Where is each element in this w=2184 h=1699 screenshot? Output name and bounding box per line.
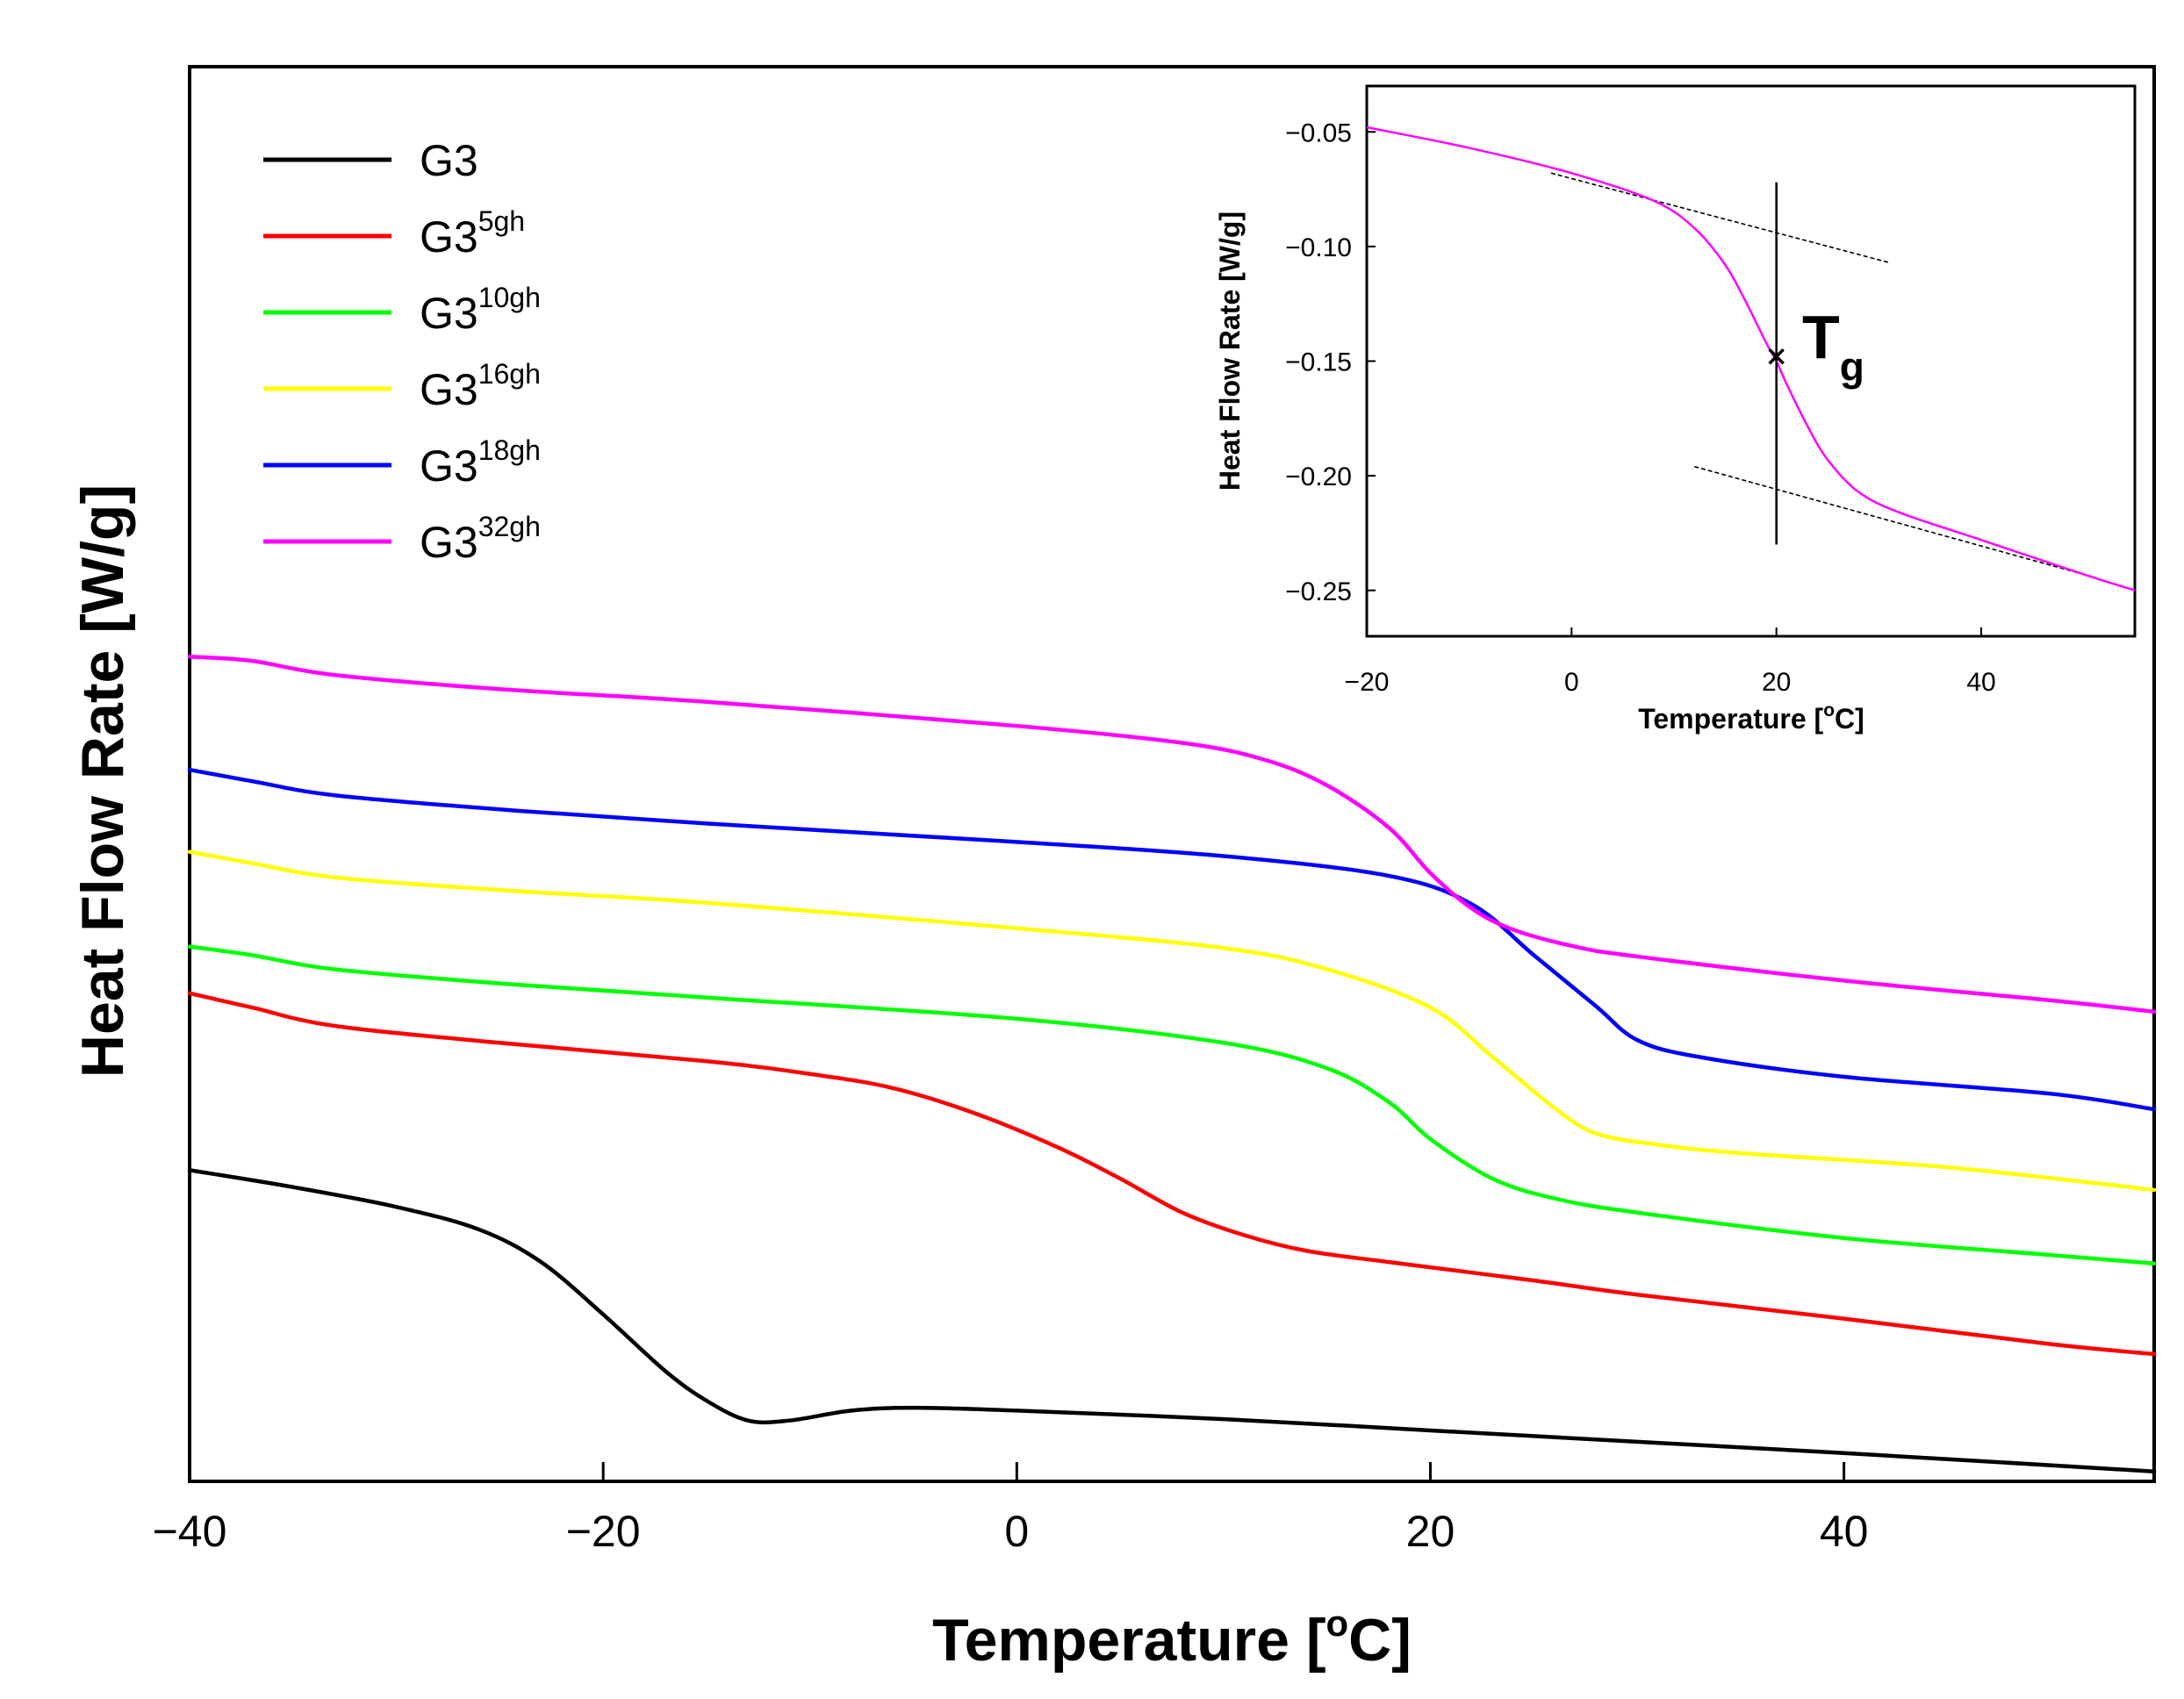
- series-line-16gh: [187, 850, 2157, 1193]
- main-x-title-degree: o: [1326, 1602, 1349, 1644]
- inset-plot-frame: [1365, 84, 2137, 638]
- main-series-group: [187, 654, 2157, 1473]
- main-x-title-suffix: C]: [1348, 1607, 1412, 1674]
- inset-y-tick-label: −0.05: [1285, 118, 1352, 147]
- legend-label-base: G3: [420, 289, 478, 338]
- tg-annotation-subscript: g: [1840, 344, 1864, 390]
- main-x-axis: −40 −20 0 20 40: [153, 1462, 1869, 1556]
- legend-label-10gh: G310gh: [420, 282, 541, 338]
- legend-label-superscript: 32gh: [478, 511, 541, 542]
- main-plot-frame: [188, 65, 2156, 1483]
- inset-x-axis: −20 0 20 40: [1345, 627, 1996, 697]
- series-line-g3: [187, 1168, 2157, 1473]
- inset-y-axis-title: Heat Flow Rate [W/g]: [1214, 211, 1246, 491]
- inset-x-title-prefix: Temperature [: [1638, 703, 1823, 735]
- legend-label-g3: G3: [420, 136, 478, 185]
- inset-x-tick-label: 20: [1762, 668, 1791, 697]
- main-x-tick-label: −20: [566, 1507, 641, 1556]
- inset-x-title-degree: o: [1823, 700, 1835, 720]
- inset-tangent-line: [1694, 465, 2084, 576]
- legend-label-5gh: G35gh: [420, 205, 525, 262]
- legend-label-base: G3: [420, 518, 478, 567]
- inset-x-tick-label: −20: [1345, 668, 1390, 697]
- inset-x-axis-title: Temperature [oC]: [1638, 700, 1864, 735]
- main-y-axis-title: Heat Flow Rate [W/g]: [69, 484, 136, 1078]
- inset-tangent-line: [1550, 172, 1890, 263]
- legend-label-superscript: 10gh: [478, 282, 541, 313]
- legend-label-superscript: 16gh: [478, 358, 541, 390]
- legend-label-32gh: G332gh: [420, 511, 541, 567]
- inset-y-tick-label: −0.25: [1285, 577, 1352, 606]
- legend-label-16gh: G316gh: [420, 358, 541, 414]
- series-line-5gh: [187, 991, 2157, 1357]
- series-line-32gh: [187, 654, 2157, 1014]
- inset-tangent-lines: [1550, 172, 2084, 576]
- legend-label-18gh: G318gh: [420, 434, 541, 491]
- inset-x-tick-label: 40: [1966, 668, 1995, 697]
- inset-y-tick-label: −0.15: [1285, 348, 1352, 377]
- inset-x-title-suffix: C]: [1835, 703, 1864, 735]
- legend-label-superscript: 5gh: [478, 205, 525, 237]
- main-x-title-prefix: Temperature [: [932, 1607, 1325, 1674]
- main-x-tick-label: −40: [153, 1507, 227, 1556]
- legend-label-superscript: 18gh: [478, 434, 541, 466]
- series-line-18gh: [187, 767, 2157, 1112]
- legend-label-base: G3: [420, 365, 478, 414]
- legend-label-base: G3: [420, 441, 478, 491]
- tg-annotation-main: T: [1802, 303, 1840, 371]
- tg-point-marker: [1768, 348, 1785, 365]
- main-x-tick-label: 0: [1004, 1507, 1029, 1556]
- tg-marker-group: [1768, 182, 1785, 545]
- tg-annotation: Tg: [1802, 303, 1864, 390]
- series-line-10gh: [187, 944, 2157, 1265]
- inset-y-tick-label: −0.10: [1285, 233, 1352, 262]
- main-x-tick-label: 20: [1406, 1507, 1455, 1556]
- inset-plot: −20 0 20 40 −0.05 −0.10 −0.15 −0.20 −0.25 Tempe…: [1214, 84, 2137, 735]
- legend-label-base: G3: [420, 136, 478, 185]
- main-plot: −40 −20 0 20 40 Temperature [oC] Heat Flow R…: [69, 65, 2157, 1674]
- inset-x-tick-label: 0: [1564, 668, 1579, 697]
- main-x-axis-title: Temperature [oC]: [932, 1602, 1412, 1674]
- legend-label-base: G3: [420, 212, 478, 262]
- main-x-tick-label: 40: [1820, 1507, 1869, 1556]
- inset-y-axis: −0.05 −0.10 −0.15 −0.20 −0.25: [1285, 118, 1376, 606]
- inset-y-tick-label: −0.20: [1285, 462, 1352, 491]
